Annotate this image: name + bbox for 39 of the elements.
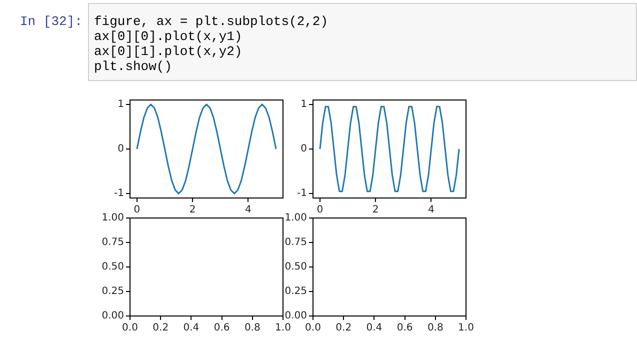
x-tick-label: 0.6: [214, 322, 230, 334]
y-tick-label: 0.50: [284, 262, 307, 273]
x-tick-label: 0.8: [427, 322, 444, 334]
y-tick-label: -1: [114, 188, 124, 200]
y-tick-label: 1: [300, 99, 307, 110]
y-tick-label: 0.75: [102, 237, 124, 248]
y-tick-label: 0.25: [284, 286, 307, 298]
x-tick-label: 0: [316, 204, 324, 216]
text: plt.show(): [94, 59, 174, 74]
y-tick-label: 0: [300, 144, 307, 155]
y-tick-label: 0.25: [102, 286, 124, 298]
y-tick-label: 0: [118, 144, 124, 155]
x-tick-label: 0.0: [305, 322, 321, 334]
y-tick-label: 1.00: [102, 212, 124, 224]
x-tick-label: 4: [245, 204, 252, 216]
x-tick-label: 0.6: [396, 322, 413, 334]
x-tick-label: 0.2: [336, 322, 352, 334]
x-tick-label: 0.0: [122, 322, 138, 334]
y-tick-label: -1: [297, 188, 307, 200]
y-tick-label: 0.00: [102, 310, 124, 322]
x-tick-label: 1.0: [275, 322, 291, 334]
y-tick-label: 0.75: [284, 237, 307, 248]
y-tick-label: 1.00: [284, 212, 307, 224]
x-tick-label: 0.2: [152, 322, 169, 334]
x-tick-label: 2: [189, 204, 196, 216]
y-tick-label: 1: [118, 99, 124, 110]
text: ax[0][1].plot(x,y2): [94, 44, 244, 59]
x-tick-label: 4: [428, 204, 434, 216]
text: In [32]:: [20, 14, 82, 29]
x-tick-label: 0: [134, 204, 140, 216]
x-tick-label: 0.4: [183, 322, 200, 334]
x-tick-label: 2: [372, 204, 379, 216]
y-tick-label: 0.00: [284, 310, 307, 322]
text: ax[0][0].plot(x,y1): [94, 29, 244, 44]
text: figure, ax = plt.subplots(2,2): [94, 14, 330, 29]
y-tick-label: 0.50: [102, 262, 124, 273]
x-tick-label: 0.4: [366, 322, 382, 334]
x-tick-label: 0.8: [244, 322, 260, 334]
x-tick-label: 1.0: [458, 322, 474, 334]
